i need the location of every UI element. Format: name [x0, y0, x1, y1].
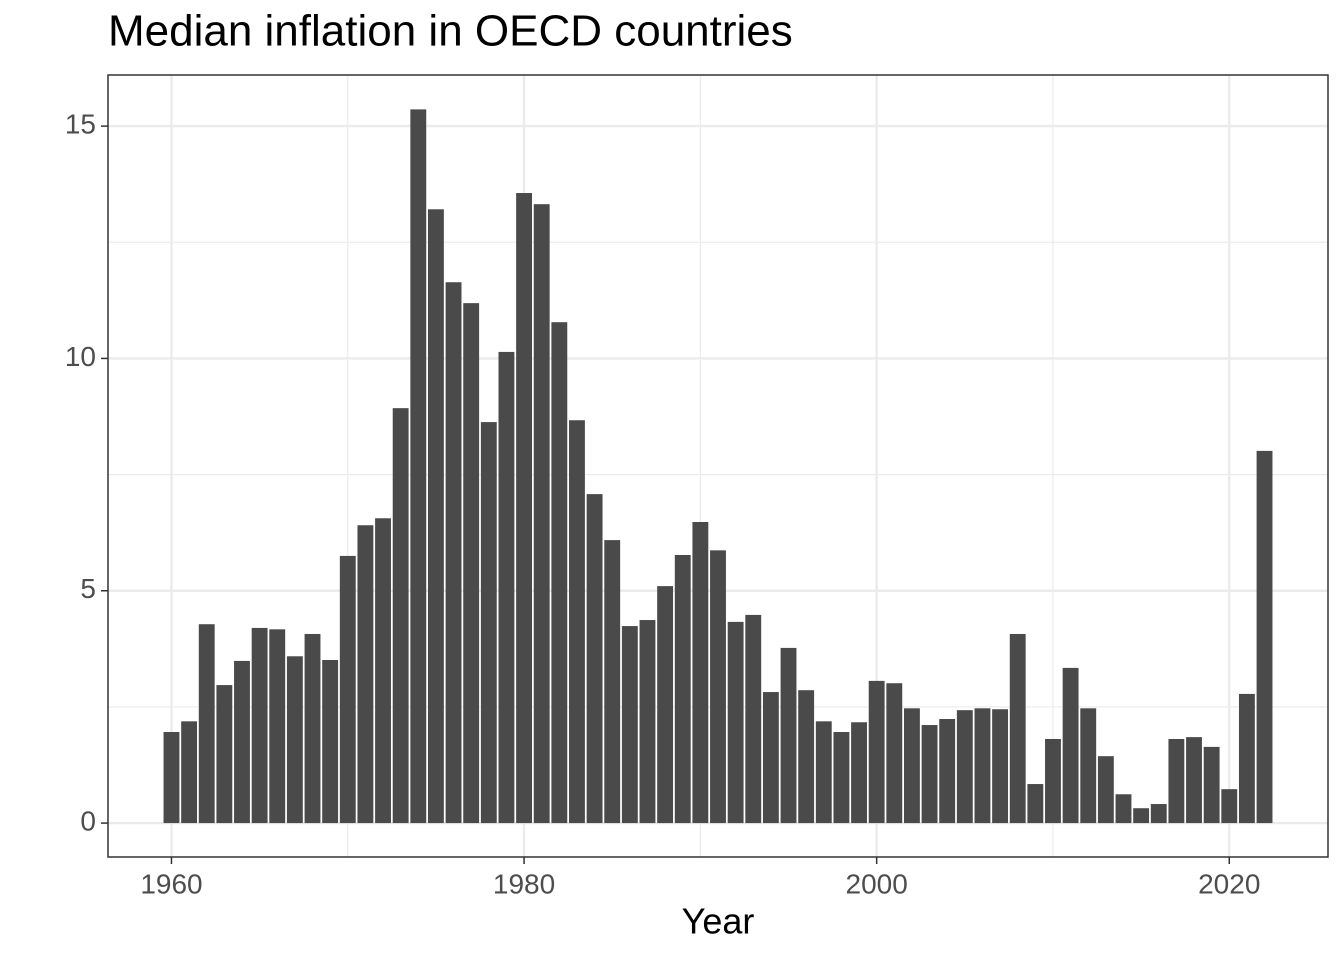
bar [657, 586, 674, 824]
bar [339, 555, 356, 824]
bar [1009, 633, 1026, 824]
bar [163, 732, 180, 824]
bar [1027, 784, 1044, 824]
bar [322, 659, 339, 824]
x-tick-label: 2020 [1198, 868, 1260, 899]
bar [762, 692, 779, 824]
bar [480, 422, 497, 824]
bar [992, 709, 1009, 824]
bar [410, 109, 427, 824]
bar [392, 408, 409, 824]
bar [604, 540, 621, 824]
bar [780, 647, 797, 824]
bar [569, 420, 585, 824]
bar [1115, 794, 1132, 824]
bar [463, 303, 480, 824]
x-axis-label: Year [682, 901, 755, 942]
bar [304, 633, 321, 824]
bar [269, 629, 286, 824]
bar [445, 282, 462, 824]
bar [692, 521, 709, 824]
bar [1062, 667, 1079, 824]
bar [216, 685, 233, 824]
bar [357, 525, 374, 824]
bar [427, 209, 444, 824]
bar [1238, 693, 1255, 824]
bar [974, 708, 991, 824]
bar [727, 621, 744, 824]
y-tick-label: 5 [80, 573, 96, 604]
bar [1150, 804, 1167, 824]
chart-title: Median inflation in OECD countries [108, 7, 793, 56]
bar [533, 204, 550, 824]
bar [833, 732, 850, 824]
bar [234, 660, 250, 824]
bar [745, 614, 762, 824]
bar [498, 351, 515, 824]
x-tick-label: 2000 [846, 868, 908, 899]
bar [903, 708, 920, 824]
bar [1203, 746, 1220, 824]
bar [1256, 450, 1273, 824]
bar [1045, 738, 1061, 824]
bar [516, 193, 533, 824]
bar [621, 626, 638, 824]
bar [1186, 737, 1202, 824]
bar [1097, 756, 1114, 824]
bar [286, 656, 303, 824]
bar [551, 322, 568, 824]
bar [886, 683, 903, 824]
bar [181, 721, 198, 824]
bar [921, 725, 938, 824]
y-tick-label: 15 [65, 109, 96, 140]
bar [710, 550, 726, 824]
bar [1168, 738, 1185, 824]
bar [851, 722, 867, 824]
bar [956, 710, 973, 824]
bar [375, 518, 391, 824]
y-tick-label: 10 [65, 341, 96, 372]
bar [674, 554, 691, 824]
bar [1221, 789, 1238, 824]
x-tick-label: 1960 [140, 868, 202, 899]
bar [586, 494, 603, 824]
y-tick-label: 0 [80, 805, 96, 836]
bar [251, 627, 268, 824]
bar [1080, 708, 1097, 824]
bar [198, 624, 215, 824]
bar [939, 719, 956, 824]
plot-border [107, 74, 1329, 858]
bar [639, 620, 656, 824]
bar [798, 690, 815, 824]
bar [1133, 808, 1150, 824]
bar [868, 680, 885, 824]
bar [815, 721, 832, 824]
x-tick-label: 1980 [493, 868, 555, 899]
